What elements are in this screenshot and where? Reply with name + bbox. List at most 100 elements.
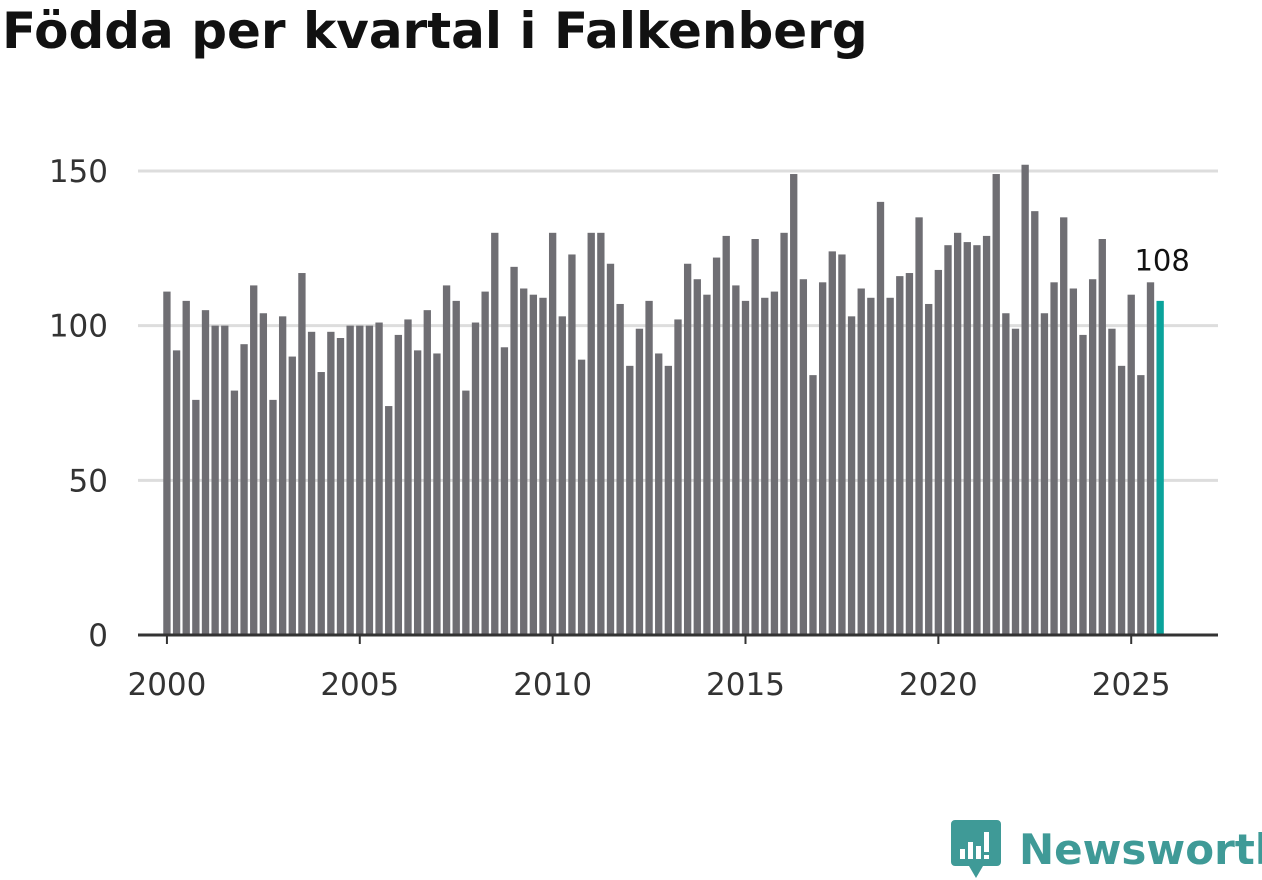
bar <box>356 325 364 635</box>
bar <box>626 365 634 635</box>
bar <box>1021 164 1029 635</box>
bar <box>288 356 296 635</box>
bar <box>452 300 460 635</box>
chart-title: Födda per kvartal i Falkenberg <box>2 2 868 60</box>
bar <box>433 353 441 635</box>
bar <box>732 285 740 635</box>
bar <box>645 300 653 635</box>
bar <box>1069 288 1078 635</box>
bar <box>809 375 817 635</box>
bar <box>1079 334 1087 635</box>
bar <box>799 279 808 635</box>
bars <box>163 164 1164 635</box>
bar-latest <box>1156 300 1164 635</box>
y-tick-label: 50 <box>69 463 108 499</box>
bar <box>163 291 171 635</box>
bar <box>770 291 779 635</box>
bar <box>548 232 557 635</box>
y-tick-label: 0 <box>88 618 108 654</box>
x-tick-label: 2025 <box>1092 667 1171 703</box>
bar <box>269 399 277 635</box>
bar <box>876 201 885 635</box>
bar <box>1050 282 1058 635</box>
bar <box>558 316 566 635</box>
bar <box>539 297 547 635</box>
bar <box>394 334 403 635</box>
x-tick-label: 2000 <box>127 667 206 703</box>
bar <box>973 245 981 635</box>
bar <box>413 350 422 635</box>
bar <box>346 325 354 635</box>
bar <box>915 217 923 635</box>
bar <box>1146 282 1155 635</box>
bar <box>481 291 489 635</box>
bar <box>471 322 480 635</box>
bar <box>838 254 846 635</box>
bar <box>963 242 971 635</box>
bar <box>520 288 528 635</box>
bar <box>336 338 345 635</box>
bar <box>1137 375 1145 635</box>
bar <box>790 174 798 635</box>
bar <box>655 353 663 635</box>
bar <box>201 310 210 635</box>
brand-name: Newsworthy <box>1019 824 1262 874</box>
bar <box>1002 313 1010 635</box>
bar <box>1108 328 1116 635</box>
x-tick-label: 2005 <box>320 667 399 703</box>
bar <box>442 285 451 635</box>
bar <box>896 276 904 635</box>
y-tick-label: 100 <box>49 309 108 345</box>
bar <box>693 279 701 635</box>
bar <box>240 344 248 635</box>
bar <box>953 232 962 635</box>
bar <box>172 350 181 635</box>
x-tick-label: 2015 <box>706 667 785 703</box>
bar <box>221 325 229 635</box>
bar <box>1060 217 1068 635</box>
bar <box>182 300 190 635</box>
bar <box>925 303 933 635</box>
axes <box>138 633 1218 644</box>
bar <box>462 390 470 635</box>
bar <box>683 263 692 635</box>
bar <box>529 294 538 635</box>
bar <box>992 174 1000 635</box>
bar <box>1031 211 1039 635</box>
bar <box>404 319 412 635</box>
bar <box>278 316 287 635</box>
bar <box>250 285 258 635</box>
bar <box>375 322 383 635</box>
bar <box>934 269 943 635</box>
x-tick-label: 2020 <box>899 667 978 703</box>
bar <box>327 331 335 635</box>
bar <box>664 365 673 635</box>
bar <box>712 257 721 635</box>
bar <box>385 406 393 635</box>
bar <box>365 325 374 635</box>
bar <box>1117 365 1126 635</box>
bar <box>500 347 509 635</box>
newsworthy-brand[interactable]: Newsworthy <box>951 818 1262 880</box>
bar <box>886 297 894 635</box>
bar <box>1088 279 1097 635</box>
bar <box>587 232 595 635</box>
bar <box>1040 313 1049 635</box>
bar <box>211 325 219 635</box>
bar <box>1098 239 1106 635</box>
bar <box>867 297 875 635</box>
bar <box>905 273 914 635</box>
bar <box>606 263 615 635</box>
y-tick-label: 150 <box>49 154 108 190</box>
bar <box>635 328 644 635</box>
bar <box>491 232 499 635</box>
bar <box>1127 294 1135 635</box>
bar <box>192 399 200 635</box>
bar <box>674 319 682 635</box>
bar <box>982 235 991 635</box>
bar <box>317 372 325 635</box>
bar <box>423 310 431 635</box>
bar <box>597 232 605 635</box>
bar <box>703 294 711 635</box>
